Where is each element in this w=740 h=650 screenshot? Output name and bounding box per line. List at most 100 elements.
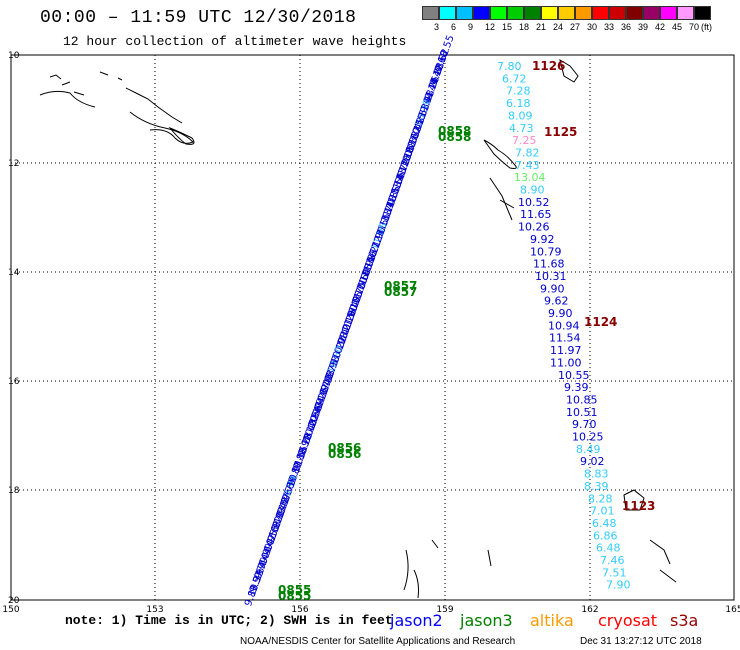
wave-height-label: 6.72 <box>502 72 527 85</box>
wave-height-label: 4.73 <box>509 122 534 135</box>
legend-swatch <box>575 6 592 20</box>
wave-height-label: 9.90 <box>540 282 565 295</box>
legend-value: 6 <box>451 22 457 32</box>
wave-height-label: 7.25 <box>512 134 537 147</box>
wave-height-label: 7.51 <box>602 566 627 579</box>
legend-swatch <box>558 6 575 20</box>
wave-height-label: 7.28 <box>506 85 531 98</box>
longitude-label: 150 <box>2 605 19 615</box>
legend-value: 15 <box>502 22 513 32</box>
legend-swatch <box>422 6 439 20</box>
wave-height-label: 11.54 <box>549 332 581 345</box>
jason2-track-west: 9.6810.559.4210.629.4410.889.6411.2610.3… <box>243 34 457 608</box>
color-legend-labels: 3 6 9 12 15 18 21 24 27 30 33 36 39 42 45 70 (ft) <box>422 22 740 34</box>
legend-swatch <box>507 6 524 20</box>
jason3-pass-time-shadow: 0855 <box>278 583 311 597</box>
wave-height-label: 11.65 <box>520 208 552 221</box>
coastline <box>39 58 677 599</box>
wave-height-label: 9.90 <box>548 307 573 320</box>
wave-height-label: 6.48 <box>592 517 617 530</box>
legend-swatch <box>643 6 660 20</box>
cryosat-pass-time: 1125 <box>544 125 577 139</box>
wave-height-label: 8.83 <box>584 468 609 481</box>
legend-value: 24 <box>553 22 564 32</box>
wave-height-label: 6.48 <box>596 542 621 555</box>
legend-value: 70 <box>689 22 700 32</box>
wave-height-label: 6.18 <box>506 97 531 110</box>
wave-height-label: 10.79 <box>530 245 562 258</box>
legend-value: 33 <box>604 22 615 32</box>
wave-height-label: 9.39 <box>564 381 589 394</box>
wave-height-label: 9.02 <box>580 455 605 468</box>
wave-height-label: 8.28 <box>588 492 613 505</box>
wave-height-label: 10.94 <box>548 319 580 332</box>
legend-value: 36 <box>621 22 632 32</box>
legend-swatch <box>524 6 541 20</box>
legend-value: 9 <box>468 22 474 32</box>
legend-value: 18 <box>519 22 530 32</box>
wave-height-label: 9.62 <box>544 295 569 308</box>
wave-height-label: 10.26 <box>518 221 550 234</box>
credit-line: NOAA/NESDIS Center for Satellite Applica… <box>240 636 516 647</box>
jason3-pass-time-shadow: 0857 <box>384 279 417 293</box>
satellite-name: altika <box>530 611 574 630</box>
wave-height-label: 10.51 <box>566 406 598 419</box>
jason3-pass-time-shadow: 0856 <box>328 441 361 455</box>
wave-height-label: 10.52 <box>518 196 550 209</box>
render-timestamp: Dec 31 13:27:12 UTC 2018 <box>580 636 702 647</box>
legend-value: 45 <box>672 22 683 32</box>
longitude-label: 153 <box>146 605 163 615</box>
wave-height-label: 6.86 <box>593 529 618 542</box>
wave-height-label: 7.46 <box>600 554 625 567</box>
legend-swatch <box>609 6 626 20</box>
wave-height-label: 11.68 <box>533 258 565 271</box>
wave-height-label: 8.09 <box>508 109 533 122</box>
latitude-label: 16 <box>8 377 20 387</box>
color-legend <box>422 6 711 20</box>
jason3-pass-time: 0858 <box>438 130 471 144</box>
satellite-name: jason2 <box>390 611 443 630</box>
cryosat-pass-time: 1123 <box>622 499 655 513</box>
satellite-name: cryosat <box>598 611 658 630</box>
latitude-label: 10 <box>8 51 20 61</box>
legend-swatch <box>592 6 609 20</box>
legend-swatch <box>541 6 558 20</box>
wave-height-label: 9.92 <box>530 233 555 246</box>
legend-value: 27 <box>570 22 581 32</box>
legend-swatch <box>694 6 711 20</box>
wave-height-label: 8.49 <box>576 443 601 456</box>
latitude-label: 14 <box>8 268 20 278</box>
jason3-pass-time: 0857 <box>384 285 417 299</box>
wave-height-label: 7.43 <box>515 159 540 172</box>
latitude-label: 12 <box>8 159 19 169</box>
legend-value: 21 <box>536 22 547 32</box>
wave-height-label: 8.39 <box>584 480 609 493</box>
wave-height-label: 8.90 <box>520 184 545 197</box>
jason3-pass-time: 0856 <box>328 447 361 461</box>
cryosat-pass-time: 1126 <box>532 59 565 73</box>
wave-height-label: 10.25 <box>572 431 604 444</box>
legend-unit: (ft) <box>701 22 712 32</box>
legend-swatch <box>439 6 456 20</box>
wave-height-label: 10.55 <box>558 369 590 382</box>
wave-height-label: 7.01 <box>590 505 615 518</box>
wave-height-label: 9.70 <box>572 418 597 431</box>
jason3-pass-time: 0855 <box>278 589 311 603</box>
wave-height-label: 10.85 <box>566 393 598 406</box>
longitude-label: 156 <box>291 605 308 615</box>
wave-height-label: 11.00 <box>550 356 582 369</box>
legend-value: 39 <box>638 22 649 32</box>
graticule: 150 153 156 159 162 165 10 12 14 16 18 20 <box>2 51 740 615</box>
map-frame <box>10 54 735 601</box>
map-subtitle: 12 hour collection of altimeter wave hei… <box>63 34 407 49</box>
map-title: 00:00 – 11:59 UTC 12/30/2018 <box>40 8 357 28</box>
footnote: note: 1) Time is in UTC; 2) SWH is in fe… <box>65 613 393 628</box>
satellite-name: jason3 <box>460 611 513 630</box>
legend-value: 42 <box>655 22 666 32</box>
jason2-track-east: 7.806.727.286.188.094.737.257.827.4313.0… <box>497 60 631 592</box>
latitude-label: 20 <box>8 596 20 606</box>
wave-height-label: 13.04 <box>514 171 546 184</box>
